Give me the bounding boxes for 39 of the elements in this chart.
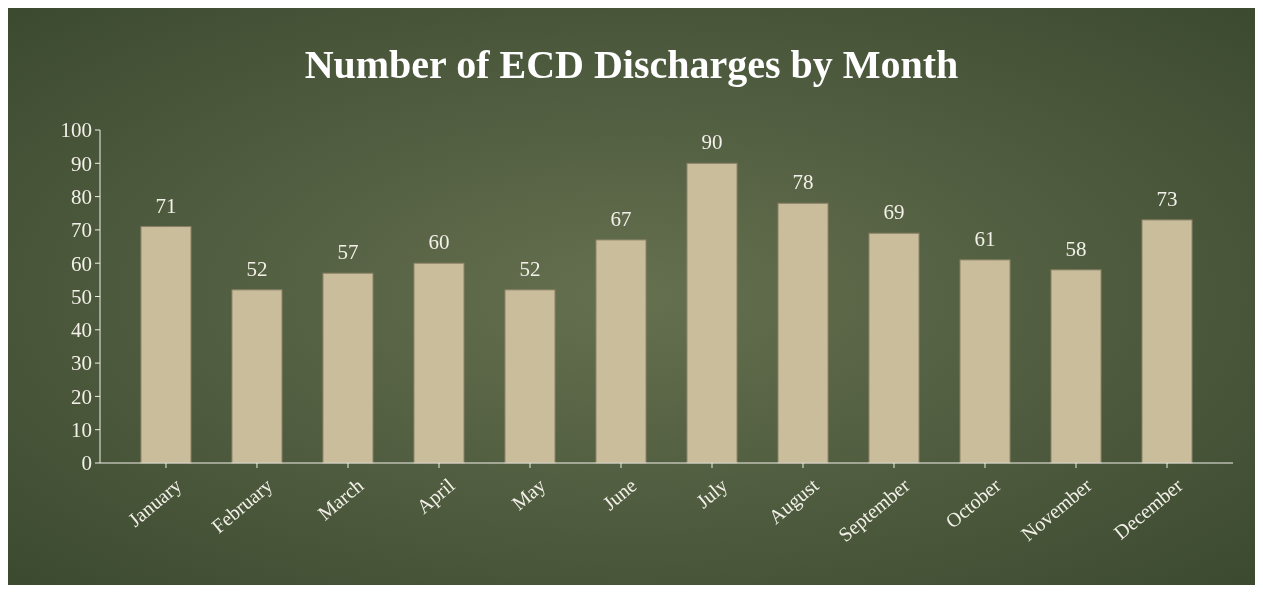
y-tick-label: 50 <box>71 284 92 309</box>
y-tick-label: 60 <box>71 251 92 276</box>
bar <box>504 289 556 464</box>
data-label: 52 <box>246 256 268 281</box>
y-tick-label: 100 <box>60 118 92 143</box>
bar <box>868 232 920 464</box>
data-label: 67 <box>610 206 632 231</box>
bar <box>140 226 192 464</box>
x-tick-label: May <box>507 473 551 516</box>
x-tick-label: July <box>691 473 733 513</box>
bar <box>959 259 1011 464</box>
x-tick-label: June <box>598 473 641 515</box>
bar <box>595 239 647 464</box>
data-label: 52 <box>519 256 541 281</box>
bar <box>231 289 283 464</box>
y-tick-label: 30 <box>71 351 92 376</box>
y-tick-label: 40 <box>71 318 92 343</box>
bar <box>686 162 738 464</box>
data-label: 57 <box>337 240 359 265</box>
y-tick-label: 20 <box>71 384 92 409</box>
data-label: 71 <box>155 193 177 218</box>
bar <box>413 262 465 464</box>
chart-title: Number of ECD Discharges by Month <box>304 42 959 87</box>
y-tick-label: 80 <box>71 184 92 209</box>
data-label: 58 <box>1065 236 1087 261</box>
bar <box>322 272 374 464</box>
data-label: 60 <box>428 230 450 255</box>
bar <box>1141 219 1193 464</box>
y-tick-label: 10 <box>71 418 92 443</box>
y-tick-label: 0 <box>81 451 92 476</box>
y-tick-label: 70 <box>71 218 92 243</box>
y-tick-label: 90 <box>71 151 92 176</box>
data-label: 78 <box>792 170 814 195</box>
data-label: 61 <box>974 226 996 251</box>
data-label: 73 <box>1156 186 1178 211</box>
data-label: 90 <box>701 130 723 155</box>
bar <box>1050 269 1102 464</box>
bar <box>777 202 829 464</box>
data-label: 69 <box>883 200 905 225</box>
